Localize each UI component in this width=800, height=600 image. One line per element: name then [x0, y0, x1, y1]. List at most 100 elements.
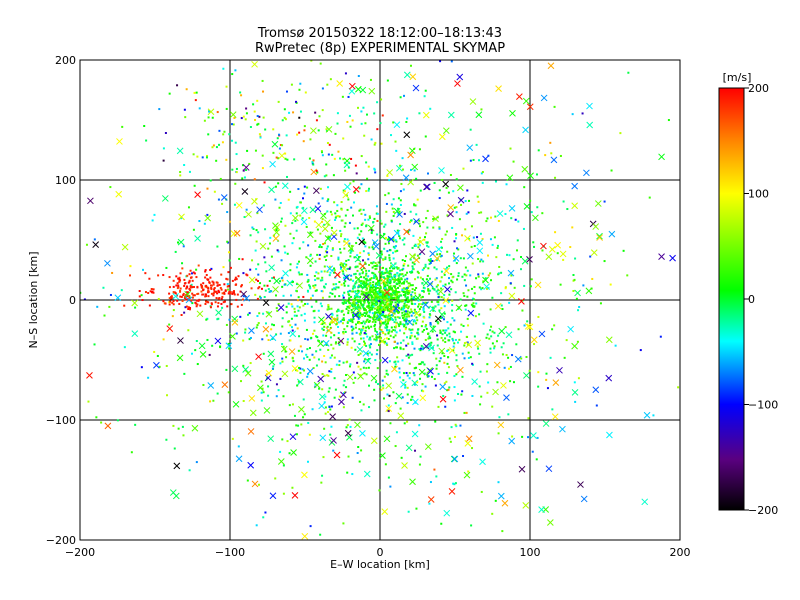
data-point: [571, 226, 574, 229]
data-point: [382, 384, 385, 387]
data-point-cross: [301, 532, 309, 540]
data-point: [451, 317, 454, 320]
data-point-cross: [580, 495, 588, 503]
data-point: [199, 304, 202, 307]
data-point: [289, 232, 292, 235]
data-point: [411, 288, 414, 291]
data-point: [241, 298, 244, 301]
data-point: [314, 284, 317, 287]
data-point: [388, 360, 391, 363]
data-point: [172, 309, 175, 312]
data-point: [259, 282, 262, 285]
data-point: [206, 213, 209, 216]
data-point: [318, 115, 321, 118]
data-point: [332, 449, 335, 452]
data-point: [379, 302, 382, 305]
data-point: [420, 325, 423, 328]
data-point: [363, 372, 366, 375]
data-point: [456, 278, 459, 281]
data-point: [453, 319, 456, 322]
data-point: [315, 119, 318, 122]
data-point: [326, 83, 329, 86]
data-point-cross: [508, 292, 516, 300]
data-point: [277, 250, 280, 253]
data-point: [280, 277, 283, 280]
data-point: [350, 308, 353, 311]
data-point: [491, 512, 494, 515]
data-point-cross: [343, 239, 350, 247]
data-point: [476, 236, 479, 239]
data-point: [417, 272, 420, 275]
data-point: [435, 268, 438, 271]
data-point: [553, 324, 556, 327]
data-point: [218, 291, 221, 294]
data-point: [188, 296, 191, 299]
data-point: [351, 298, 354, 301]
data-point: [398, 282, 401, 285]
data-point: [202, 383, 205, 386]
data-point-cross: [251, 480, 259, 488]
data-point-cross: [379, 233, 386, 240]
data-point: [182, 294, 185, 297]
data-point: [373, 319, 376, 322]
data-point: [264, 511, 267, 514]
data-point-cross: [521, 165, 529, 173]
data-point-cross: [507, 269, 515, 277]
data-point: [327, 153, 330, 156]
data-point: [291, 486, 294, 489]
data-point: [210, 292, 213, 295]
data-point: [389, 304, 392, 307]
data-point-cross: [166, 325, 174, 332]
data-point: [387, 410, 390, 413]
data-point: [435, 290, 438, 293]
data-point: [326, 308, 329, 311]
data-point: [407, 264, 410, 267]
data-point: [261, 167, 264, 170]
data-point: [380, 329, 383, 332]
data-point-cross: [368, 87, 376, 95]
data-point: [396, 295, 399, 298]
data-point-cross: [496, 210, 504, 217]
data-point: [403, 262, 406, 265]
data-point: [255, 524, 258, 527]
data-point: [449, 173, 452, 176]
data-point: [130, 451, 133, 454]
data-point: [391, 278, 394, 281]
data-point-cross: [204, 214, 212, 222]
data-point: [313, 329, 316, 332]
data-point: [287, 302, 290, 305]
data-point: [338, 395, 341, 398]
data-point: [207, 295, 210, 298]
data-point: [187, 329, 190, 332]
data-point: [203, 222, 206, 225]
data-point: [379, 330, 382, 333]
data-point: [473, 292, 476, 295]
data-point: [429, 481, 432, 484]
data-point: [414, 298, 417, 301]
data-point: [289, 190, 292, 193]
data-point: [320, 305, 323, 308]
data-point: [452, 482, 455, 485]
data-point: [481, 181, 484, 184]
data-point: [507, 356, 510, 359]
data-point: [358, 285, 361, 288]
data-point: [169, 297, 172, 300]
data-point: [299, 371, 302, 374]
data-point: [399, 321, 402, 324]
data-point: [244, 331, 247, 334]
data-point: [149, 290, 152, 293]
data-point: [370, 325, 373, 328]
data-point: [395, 290, 398, 293]
data-point: [439, 280, 442, 283]
data-point: [176, 299, 179, 302]
data-point: [435, 364, 438, 367]
data-point: [261, 387, 264, 390]
data-point: [582, 284, 585, 287]
data-point: [382, 332, 385, 335]
data-point: [196, 363, 199, 366]
data-point: [289, 324, 292, 327]
data-point: [151, 219, 154, 222]
data-point: [429, 344, 432, 347]
data-point: [327, 307, 330, 310]
data-point: [463, 273, 466, 276]
